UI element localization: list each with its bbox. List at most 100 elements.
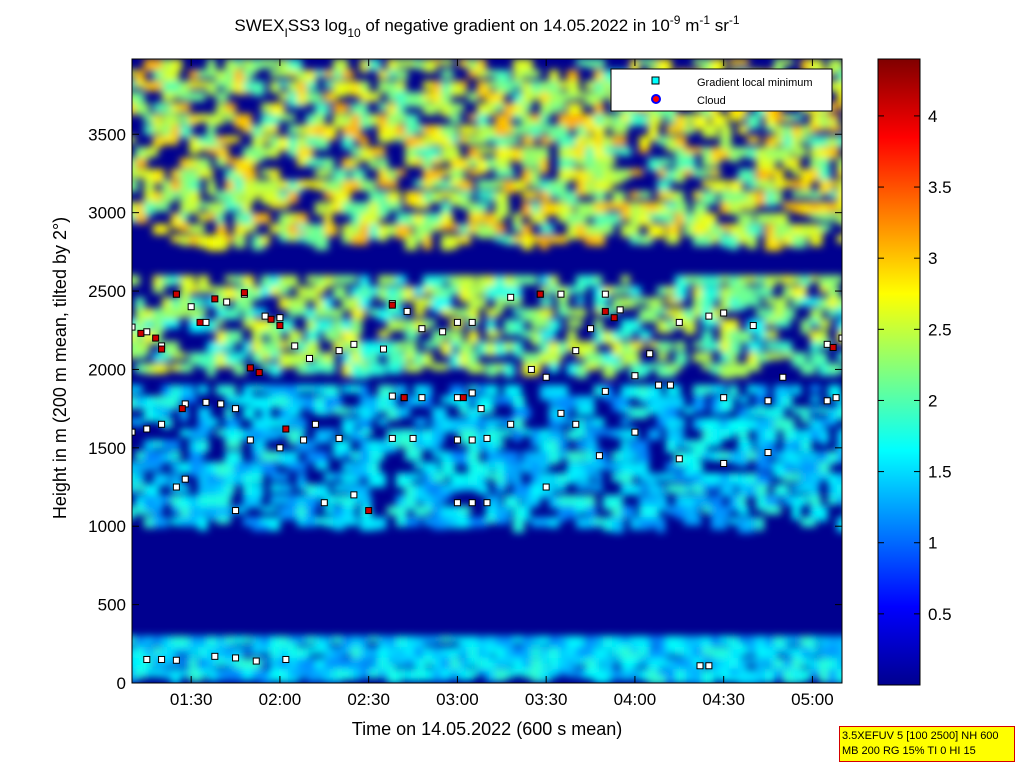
heat-cell (450, 308, 462, 316)
heat-cell (297, 495, 308, 505)
heat-cell (369, 286, 380, 295)
heat-cell (756, 440, 768, 450)
heat-cell (558, 213, 569, 223)
heat-cell (684, 407, 694, 415)
heat-cell (747, 202, 757, 211)
heat-cell (306, 341, 320, 353)
gradient-minimum-point (764, 449, 772, 457)
heat-cell (819, 635, 834, 648)
y-tick-label: 3000 (88, 204, 126, 223)
heat-cell (243, 202, 252, 216)
heat-cell (828, 297, 841, 308)
heat-cell (693, 297, 705, 310)
heat-cell (189, 235, 203, 246)
gradient-minimum-point (143, 328, 151, 336)
heat-cell (540, 657, 549, 667)
gradient-minimum-point (572, 420, 580, 428)
heat-cell (675, 506, 687, 519)
heat-cell (270, 59, 279, 69)
heat-cell (459, 125, 476, 135)
heat-cell (144, 125, 156, 135)
heat-cell (675, 473, 694, 482)
heat-cell (270, 363, 282, 377)
heat-cell (810, 191, 823, 199)
heat-cell (783, 462, 792, 476)
heat-cell (423, 224, 439, 232)
heat-cell (468, 158, 481, 167)
colorbar-ticks: 0.511.522.533.54 (878, 107, 952, 624)
heat-cell (171, 506, 185, 514)
heat-cell (351, 158, 360, 165)
y-tick-label: 1500 (88, 439, 126, 458)
heat-cell (504, 363, 515, 378)
heat-cell (531, 495, 541, 502)
heat-cell (270, 657, 284, 669)
heat-cell (387, 202, 402, 211)
heat-cell (594, 235, 606, 246)
heat-cell (189, 147, 200, 155)
heat-cell (774, 125, 792, 136)
heat-cell (189, 224, 205, 234)
heat-cell (207, 484, 217, 499)
heat-cell (261, 635, 273, 649)
heat-cell (441, 70, 454, 79)
heat-cell (450, 517, 466, 529)
heat-cell (234, 429, 252, 440)
heat-cell (288, 147, 302, 157)
heat-cell (171, 103, 189, 112)
heat-cell (846, 517, 865, 526)
heat-cell (756, 191, 766, 207)
heat-cell (459, 224, 477, 234)
heat-cell (396, 70, 409, 80)
heat-cell (477, 59, 487, 75)
heat-cell (288, 191, 298, 204)
heat-cell (297, 286, 313, 297)
heat-cell (441, 213, 453, 227)
heat-cell (279, 275, 299, 287)
heat-cell (432, 103, 441, 112)
heat-cell (189, 451, 204, 463)
heat-cell (486, 213, 498, 226)
heat-cell (279, 418, 296, 425)
heat-cell (441, 136, 457, 147)
heat-cell (135, 451, 149, 461)
heat-cell (450, 235, 459, 249)
heat-cell (594, 517, 603, 525)
heat-cell (756, 657, 765, 669)
heat-cell (396, 103, 406, 119)
heat-cell (657, 473, 677, 481)
heat-cell (783, 396, 793, 408)
heat-cell (513, 180, 528, 190)
heat-cell (774, 136, 789, 145)
heat-cell (189, 495, 207, 505)
heat-cell (819, 473, 830, 480)
heat-cell (801, 297, 820, 307)
heat-cell (132, 506, 135, 520)
heat-cell (297, 484, 307, 491)
heat-cell (693, 235, 713, 247)
heat-cell (171, 125, 180, 138)
heat-cell (531, 363, 541, 375)
heat-cell (837, 235, 842, 243)
heat-cell (477, 440, 490, 450)
heat-cell (720, 275, 735, 283)
heat-cell (135, 92, 145, 105)
heat-cell (396, 506, 408, 521)
heat-cell (324, 70, 336, 78)
heat-cell (360, 59, 369, 73)
heat-cell (612, 330, 623, 340)
heat-cell (486, 506, 497, 519)
heat-cell (792, 169, 808, 176)
heat-cell (225, 635, 239, 644)
heat-cell (621, 440, 630, 455)
heat-cell (576, 363, 588, 379)
heat-cell (171, 635, 181, 651)
heat-cell (459, 668, 474, 681)
heat-cell (270, 319, 283, 332)
heat-cell (549, 191, 563, 198)
heat-cell (486, 70, 502, 77)
heat-cell (792, 385, 802, 396)
heat-cell (189, 180, 201, 196)
info-line-2: MB 200 RG 15% TI 0 HI 15 (842, 745, 976, 757)
heat-cell (189, 70, 199, 80)
